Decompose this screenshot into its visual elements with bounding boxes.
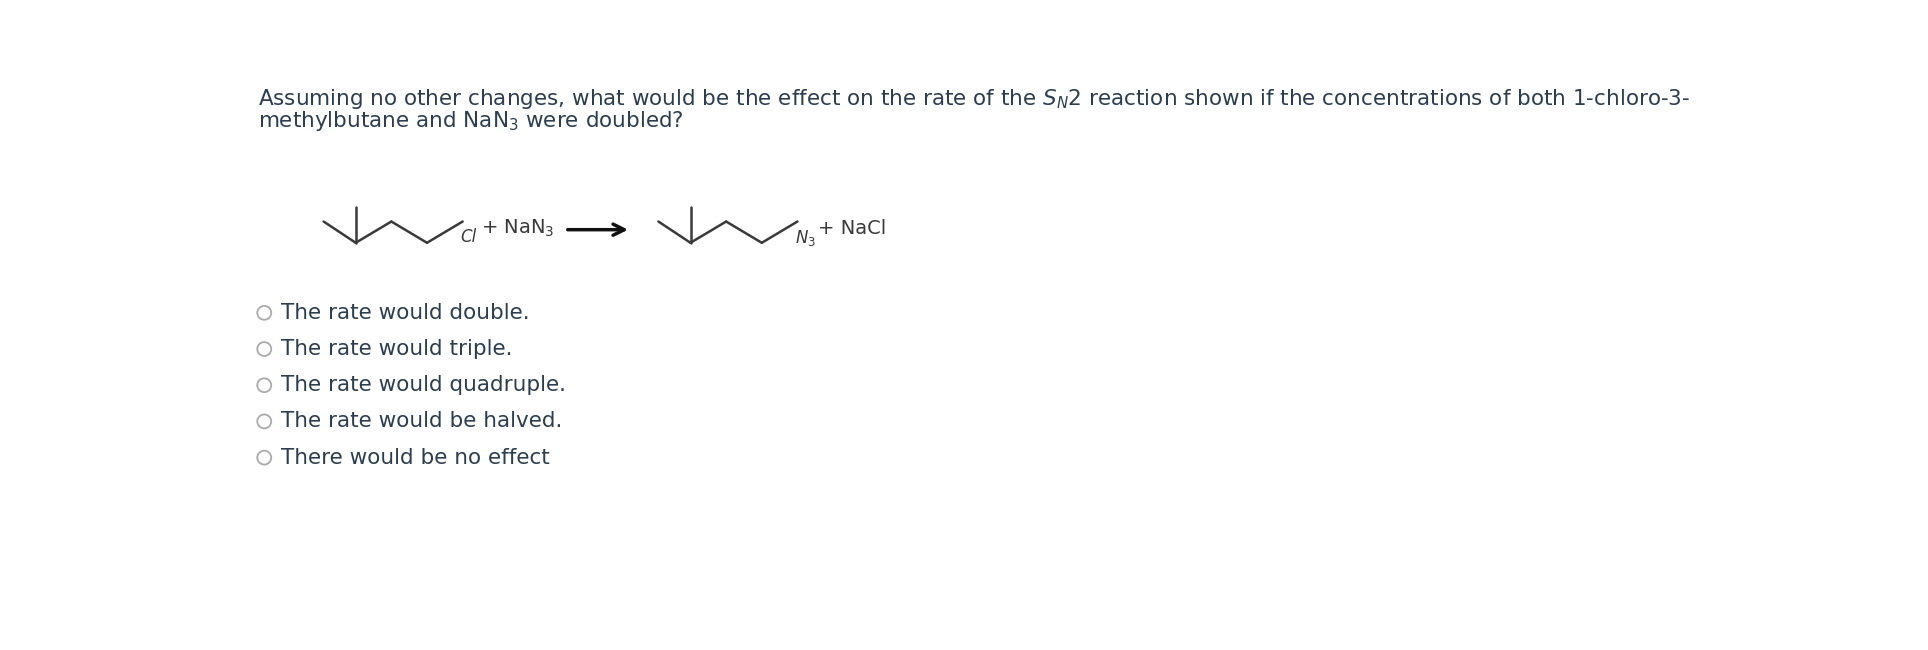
Text: N$_3$: N$_3$ [794,227,816,248]
Text: + NaCl: + NaCl [817,218,887,238]
Text: The rate would triple.: The rate would triple. [281,339,513,359]
Text: The rate would double.: The rate would double. [281,303,530,323]
Text: methylbutane and NaN$_3$ were doubled?: methylbutane and NaN$_3$ were doubled? [258,109,684,133]
Text: + NaN$_3$: + NaN$_3$ [482,218,555,239]
Text: The rate would be halved.: The rate would be halved. [281,411,563,432]
Text: Cl: Cl [461,227,476,246]
Text: There would be no effect: There would be no effect [281,448,549,467]
Text: Assuming no other changes, what would be the effect on the rate of the $S_N$2 re: Assuming no other changes, what would be… [258,87,1691,111]
Text: The rate would quadruple.: The rate would quadruple. [281,375,567,395]
